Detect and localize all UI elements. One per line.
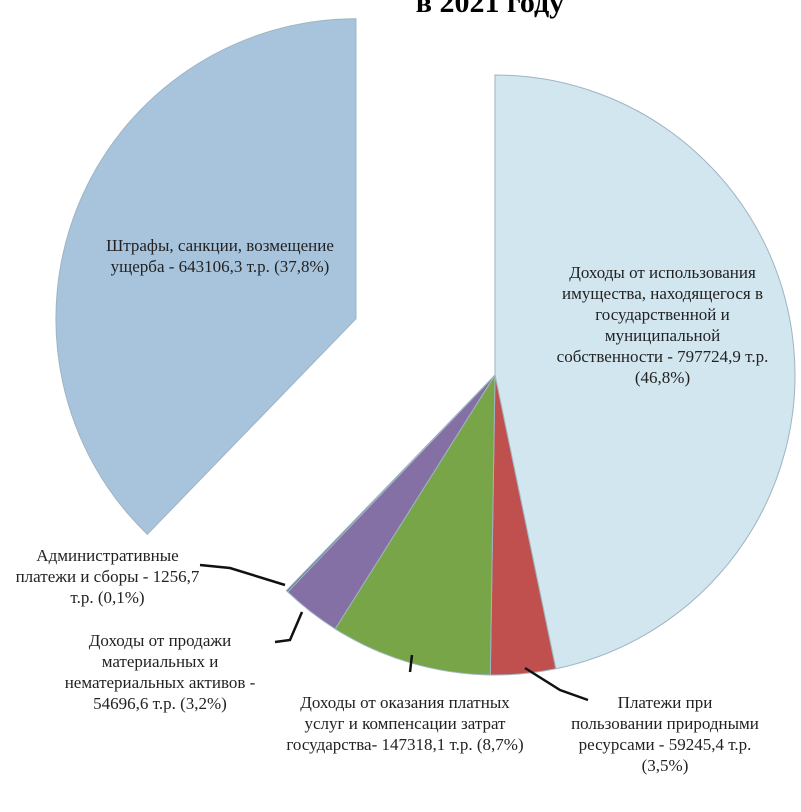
slice-label: Штрафы, санкции, возмещение ущерба - 643…	[106, 236, 334, 276]
leader-line	[524, 666, 589, 702]
pie-slice	[334, 373, 496, 676]
slice-label: Доходы от оказания платных услуг и компе…	[286, 693, 524, 754]
leader-line	[408, 654, 414, 673]
leader-line	[199, 563, 286, 587]
slice-label: Платежи при пользовании природными ресур…	[571, 693, 759, 775]
leaders	[199, 563, 589, 702]
leader-line	[274, 611, 304, 644]
slices	[55, 18, 796, 676]
chart-title: в 2021 году	[415, 0, 565, 19]
slice-label: Административные платежи и сборы - 1256,…	[15, 546, 200, 607]
pie-slice	[285, 374, 496, 593]
pie-slice	[55, 18, 357, 536]
pie-slice	[494, 74, 796, 670]
slice-label: Доходы от использования имущества, наход…	[556, 263, 769, 387]
slice-label: Доходы от продажи материальных и нематер…	[64, 631, 256, 713]
